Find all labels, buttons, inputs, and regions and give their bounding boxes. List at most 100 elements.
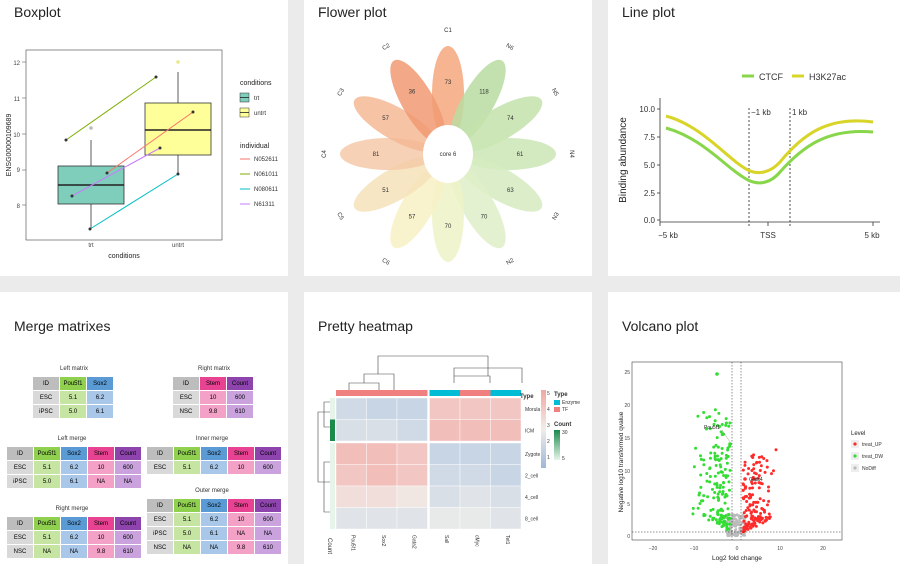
volcano-card[interactable]: Volcano plot Negative log10 transformed … — [608, 292, 900, 564]
volcano-legend-label: treat_UP — [862, 442, 882, 448]
heatmap-cell — [396, 485, 428, 508]
volcano-point — [742, 533, 746, 537]
volcano-point — [702, 458, 706, 462]
merge-title[interactable]: Merge matrixes — [14, 318, 111, 334]
volcano-point — [727, 424, 731, 428]
volcano-point — [720, 525, 724, 529]
volcano-point — [721, 485, 725, 489]
table-row: ESC 10 600 — [172, 390, 254, 405]
heatmap-row-label: 8_cell — [525, 516, 538, 522]
table-cell: 6.1 — [200, 526, 228, 541]
table-header-cell: Count — [114, 516, 142, 531]
volcano-point — [720, 433, 724, 437]
table-cell: NA — [60, 544, 88, 559]
volcano-point — [746, 506, 750, 510]
table-caption: Left matrix — [59, 366, 88, 372]
volcano-point — [748, 526, 752, 530]
volcano-point — [752, 500, 756, 504]
volcano-point — [724, 421, 728, 425]
volcano-point — [743, 463, 747, 467]
volcano-point — [705, 479, 709, 483]
line-ylabel: Binding abundance — [618, 117, 629, 203]
table-cell: ESC — [32, 390, 60, 405]
volcano-point — [726, 454, 730, 458]
merge-card[interactable]: Merge matrixes Left matrix ID Pou5f1 Sox2 E… — [0, 292, 288, 564]
table-header-cell: Stem — [199, 376, 227, 391]
heatmap-legend-count: 30 — [562, 430, 568, 436]
heatmap-count-cell — [330, 419, 335, 441]
volcano-point — [727, 513, 731, 517]
volcano-point — [722, 520, 726, 524]
heatmap-type-cell — [336, 390, 367, 396]
volcano-point — [708, 456, 712, 460]
flower-petal-value: 74 — [507, 116, 514, 122]
volcano-point — [726, 534, 730, 538]
heatmap-cell — [429, 442, 461, 465]
line-card[interactable]: Line plot CTCF H3K27ac 0.0 2.5 5.0 7.5 1… — [608, 0, 900, 276]
volcano-point — [713, 454, 717, 458]
line-series-h3k27ac — [665, 114, 874, 175]
heatmap-title[interactable]: Pretty heatmap — [318, 318, 413, 334]
volcano-point — [715, 454, 719, 458]
volcano-chart: Negative log10 transformed qvalue 0 5 10… — [618, 361, 883, 562]
line-title[interactable]: Line plot — [622, 4, 675, 20]
volcano-point — [709, 508, 713, 512]
volcano-point — [719, 457, 723, 461]
volcano-point — [716, 445, 720, 449]
volcano-point — [745, 499, 749, 503]
legend-label-individual: N080611 — [254, 187, 279, 193]
volcano-point — [705, 471, 709, 475]
volcano-point — [744, 515, 748, 519]
volcano-point — [711, 507, 715, 511]
heatmap-cell — [396, 507, 428, 530]
volcano-ytick: 10 — [624, 469, 630, 475]
heatmap-cell — [459, 442, 491, 465]
flower-petal-value: 57 — [409, 214, 416, 220]
volcano-point — [724, 476, 728, 480]
flower-petal-value: 51 — [382, 188, 389, 194]
volcano-point — [716, 471, 720, 475]
volcano-point — [720, 423, 724, 427]
flower-chart: core 6 73C1118N674N561N463N370N270N157C6… — [322, 28, 574, 267]
flower-title[interactable]: Flower plot — [318, 4, 387, 20]
heatmap-cell — [335, 442, 367, 465]
flower-petal-label: N4 — [568, 150, 574, 158]
volcano-point — [736, 521, 740, 524]
volcano-point — [718, 508, 722, 512]
volcano-point — [758, 460, 762, 464]
table-cell: NA — [87, 474, 115, 489]
volcano-point — [728, 421, 732, 425]
volcano-point — [761, 521, 765, 525]
volcano-point — [749, 523, 753, 527]
boxplot-title[interactable]: Boxplot — [14, 4, 61, 20]
volcano-point — [699, 473, 703, 477]
table-cell: ESC — [6, 530, 34, 545]
line-ytick: 5.0 — [644, 161, 656, 170]
table-cell: 5.0 — [173, 526, 201, 541]
line-ytick: 10.0 — [639, 105, 655, 114]
volcano-point — [698, 454, 702, 458]
boxplot-ytick: 10 — [13, 133, 20, 139]
heatmap-card[interactable]: Pretty heatmap Morula ICM Zygote 2_cell 4_ce… — [304, 292, 592, 564]
volcano-legend-title: Level — [851, 431, 865, 437]
flower-petal-value: 70 — [445, 224, 452, 230]
volcano-point — [750, 468, 754, 472]
boxplot-card[interactable]: Boxplot 8 9 10 11 12 ENSG00000109689 tr — [0, 0, 288, 276]
flower-petal-value: 118 — [479, 90, 489, 96]
boxplot-xlabel: conditions — [108, 253, 140, 260]
volcano-ylabel: Negative log10 transformed qvalue — [618, 411, 625, 512]
heatmap-cell — [459, 485, 491, 508]
volcano-point — [763, 470, 767, 474]
volcano-title[interactable]: Volcano plot — [622, 318, 699, 334]
volcano-point — [718, 486, 722, 490]
flower-petal-label: N2 — [506, 257, 516, 266]
table-header-cell: ID — [6, 446, 34, 461]
volcano-point — [714, 518, 718, 522]
volcano-point — [759, 464, 763, 468]
volcano-point — [699, 485, 703, 489]
volcano-point — [739, 523, 742, 527]
volcano-point — [696, 506, 700, 510]
volcano-point — [758, 497, 762, 501]
volcano-point — [757, 455, 761, 459]
flower-card[interactable]: Flower plot core 6 73 C1 118 N6 74 N5 61 N4 63 N3… — [304, 0, 592, 276]
